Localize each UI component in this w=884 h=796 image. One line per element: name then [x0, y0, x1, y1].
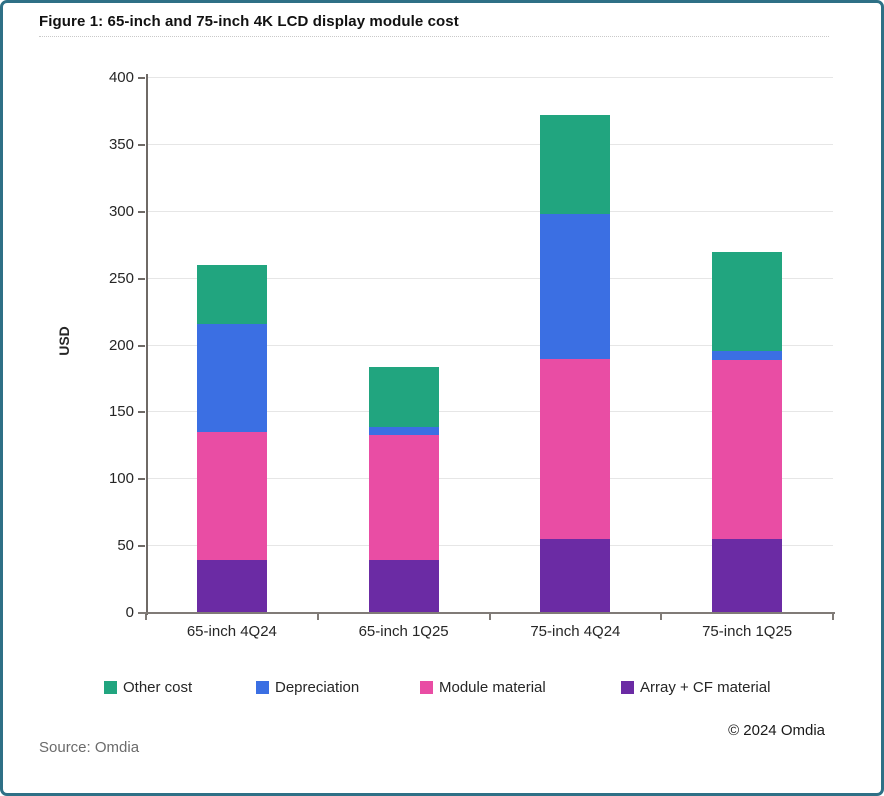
legend-label: Other cost — [123, 679, 193, 696]
legend: Other cost Depreciation Module material Arr… — [3, 679, 881, 699]
y-tick-mark — [138, 478, 145, 481]
y-tick-label: 350 — [108, 135, 134, 153]
legend-label: Array + CF material — [640, 679, 771, 696]
y-axis-line — [146, 74, 148, 615]
x-tick-mark — [145, 614, 147, 620]
bar-segment — [196, 265, 267, 325]
y-axis-title: USD — [55, 326, 72, 356]
gridline-250 — [146, 277, 833, 279]
y-tick-label: 150 — [108, 403, 134, 421]
legend-swatch-icon — [420, 681, 433, 694]
gridline-200 — [146, 344, 833, 346]
y-tick-mark — [138, 411, 145, 414]
x-tick-mark — [488, 614, 491, 620]
x-category-label: 75-inch 1Q25 — [702, 623, 793, 640]
y-tick-mark — [138, 143, 145, 146]
bar-segment — [712, 539, 783, 613]
gridline-100 — [146, 478, 833, 480]
bar-segment — [540, 214, 611, 359]
bar-segment — [368, 427, 439, 436]
x-tick-mark — [832, 614, 834, 620]
source-note: Source: Omdia — [39, 739, 140, 756]
bar-segment — [712, 360, 783, 540]
plot-area: 0 50 100 150 200 250 300 350 400 65-inch 4Q24 65-i… — [109, 69, 834, 640]
chart-area: 0 50 100 150 200 250 300 350 400 65-inch 4Q24 65-i… — [3, 3, 881, 793]
y-tick-mark — [138, 344, 145, 347]
bar-segment — [196, 324, 267, 433]
legend-swatch-icon — [104, 681, 117, 694]
x-category-label: 75-inch 4Q24 — [530, 623, 621, 640]
legend-item: Depreciation — [256, 679, 359, 696]
y-tick-label: 200 — [108, 336, 134, 354]
y-tick-label: 300 — [108, 202, 134, 220]
legend-swatch-icon — [621, 681, 634, 694]
title-divider — [39, 36, 829, 37]
copyright-note: © 2024 Omdia — [728, 722, 825, 739]
x-tick-mark — [316, 614, 319, 620]
bar-segment — [196, 559, 267, 613]
bar-segment — [712, 350, 783, 361]
bar-segment — [540, 115, 611, 215]
legend-label: Module material — [439, 679, 546, 696]
bar-segment — [368, 435, 439, 560]
bar-segment — [368, 366, 439, 428]
x-category-label: 65-inch 1Q25 — [358, 623, 449, 640]
bar-segment — [540, 358, 611, 540]
y-tick-label: 250 — [108, 269, 134, 287]
legend-item: Array + CF material — [621, 679, 770, 696]
x-category-label: 65-inch 4Q24 — [186, 623, 277, 640]
legend-item: Module material — [420, 679, 546, 696]
x-axis-line — [138, 612, 835, 614]
bar-segment — [196, 432, 267, 560]
y-tick-mark — [138, 77, 145, 79]
y-tick-mark — [138, 210, 145, 213]
y-tick-mark — [138, 277, 145, 280]
y-tick-label: 400 — [108, 69, 134, 86]
y-tick-label: 100 — [108, 470, 134, 488]
legend-label: Depreciation — [275, 679, 360, 696]
gridline-300 — [146, 210, 833, 212]
gridline-50 — [146, 545, 833, 547]
legend-item: Other cost — [104, 679, 192, 696]
y-tick-label: 0 — [125, 604, 134, 621]
legend-swatch-icon — [256, 681, 269, 694]
bar-segment — [712, 251, 783, 351]
bar-segment — [540, 539, 611, 613]
gridline-150 — [146, 411, 833, 413]
x-tick-mark — [660, 614, 663, 620]
y-tick-label: 50 — [117, 537, 134, 555]
gridline-400 — [146, 77, 833, 78]
figure-title: Figure 1: 65-inch and 75-inch 4K LCD dis… — [39, 13, 459, 30]
bar-segment — [368, 559, 439, 613]
y-tick-mark — [138, 545, 145, 548]
gridline-350 — [146, 143, 833, 145]
